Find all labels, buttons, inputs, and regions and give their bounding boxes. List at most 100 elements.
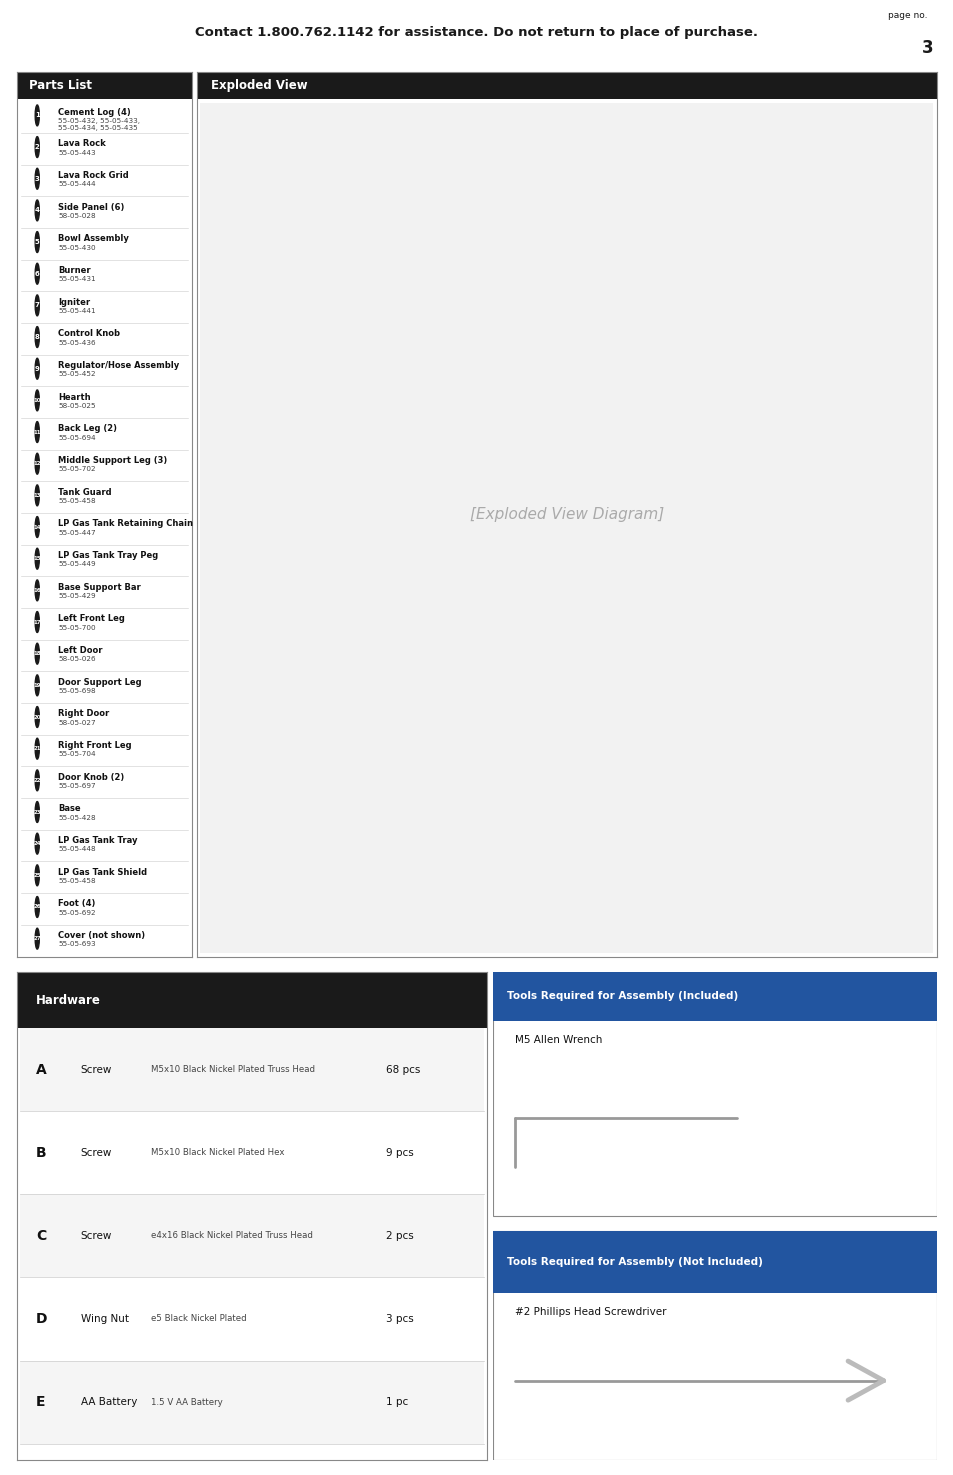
- Text: e5 Black Nickel Plated: e5 Black Nickel Plated: [151, 1314, 246, 1323]
- FancyBboxPatch shape: [17, 972, 486, 1028]
- Text: Screw: Screw: [80, 1065, 112, 1075]
- Text: AA Battery: AA Battery: [80, 1397, 137, 1407]
- Text: 55-05-430: 55-05-430: [58, 245, 95, 251]
- Text: Contact 1.800.762.1142 for assistance. Do not return to place of purchase.: Contact 1.800.762.1142 for assistance. D…: [195, 25, 758, 38]
- Text: Exploded View: Exploded View: [212, 80, 308, 91]
- Text: Cement Log (4): Cement Log (4): [58, 108, 131, 117]
- Circle shape: [35, 707, 39, 727]
- Text: M5x10 Black Nickel Plated Hex: M5x10 Black Nickel Plated Hex: [151, 1149, 284, 1158]
- Circle shape: [35, 897, 39, 917]
- Text: Lava Rock Grid: Lava Rock Grid: [58, 171, 129, 180]
- Text: B: B: [36, 1146, 47, 1159]
- Text: 24: 24: [33, 841, 41, 847]
- FancyBboxPatch shape: [19, 1028, 484, 1111]
- Text: 55-05-436: 55-05-436: [58, 339, 95, 345]
- Text: Control Knob: Control Knob: [58, 329, 120, 338]
- Text: Door Knob (2): Door Knob (2): [58, 773, 124, 782]
- Text: 2: 2: [35, 145, 40, 150]
- Text: 6: 6: [35, 271, 40, 277]
- Text: Screw: Screw: [80, 1232, 112, 1240]
- Text: 27: 27: [33, 937, 41, 941]
- Text: Lava Rock: Lava Rock: [58, 140, 106, 149]
- Text: Hardware: Hardware: [36, 994, 101, 1006]
- Circle shape: [35, 643, 39, 664]
- Text: Parts List: Parts List: [30, 80, 92, 91]
- Text: 12: 12: [33, 462, 41, 466]
- Text: 13: 13: [33, 493, 41, 499]
- Text: 55-05-694: 55-05-694: [58, 435, 95, 441]
- Text: 55-05-700: 55-05-700: [58, 625, 95, 631]
- Text: M5 Allen Wrench: M5 Allen Wrench: [515, 1035, 602, 1046]
- Circle shape: [35, 422, 39, 442]
- FancyBboxPatch shape: [493, 1230, 936, 1292]
- Text: Base: Base: [58, 804, 81, 813]
- Text: e4x16 Black Nickel Plated Truss Head: e4x16 Black Nickel Plated Truss Head: [151, 1232, 313, 1240]
- Text: D: D: [36, 1311, 48, 1326]
- Text: Wing Nut: Wing Nut: [80, 1314, 129, 1325]
- Text: 55-05-458: 55-05-458: [58, 878, 95, 884]
- Text: 3: 3: [34, 176, 40, 181]
- Circle shape: [35, 928, 39, 948]
- Text: 55-05-704: 55-05-704: [58, 751, 95, 757]
- Circle shape: [35, 770, 39, 791]
- FancyBboxPatch shape: [19, 1360, 484, 1444]
- Text: A: A: [36, 1062, 47, 1077]
- Text: C: C: [36, 1229, 46, 1243]
- Text: Foot (4): Foot (4): [58, 900, 95, 909]
- Text: 55-05-697: 55-05-697: [58, 783, 95, 789]
- Text: 9: 9: [34, 366, 40, 372]
- Text: 22: 22: [33, 777, 41, 783]
- Text: Tank Guard: Tank Guard: [58, 488, 112, 497]
- Text: 19: 19: [33, 683, 41, 687]
- FancyBboxPatch shape: [493, 972, 936, 1021]
- Text: 5: 5: [35, 239, 40, 245]
- Circle shape: [35, 549, 39, 569]
- Text: 55-05-429: 55-05-429: [58, 593, 95, 599]
- Text: 2 pcs: 2 pcs: [385, 1232, 413, 1240]
- Text: 9 pcs: 9 pcs: [385, 1148, 413, 1158]
- Text: Door Support Leg: Door Support Leg: [58, 677, 142, 687]
- Text: Regulator/Hose Assembly: Regulator/Hose Assembly: [58, 361, 179, 370]
- Text: 55-05-447: 55-05-447: [58, 530, 95, 535]
- Text: LP Gas Tank Tray Peg: LP Gas Tank Tray Peg: [58, 552, 158, 560]
- Text: 55-05-702: 55-05-702: [58, 466, 95, 472]
- Text: Hearth: Hearth: [58, 392, 91, 401]
- Circle shape: [35, 580, 39, 600]
- Text: Screw: Screw: [80, 1148, 112, 1158]
- Text: Right Door: Right Door: [58, 709, 110, 718]
- Text: 55-05-452: 55-05-452: [58, 372, 95, 378]
- Text: 1.5 V AA Battery: 1.5 V AA Battery: [151, 1398, 222, 1407]
- Text: 15: 15: [33, 556, 41, 560]
- Text: 8: 8: [34, 333, 40, 341]
- Text: LP Gas Tank Tray: LP Gas Tank Tray: [58, 836, 137, 845]
- Text: 58-05-025: 58-05-025: [58, 403, 95, 409]
- Text: Cover (not shown): Cover (not shown): [58, 931, 145, 940]
- FancyBboxPatch shape: [493, 1230, 936, 1460]
- Text: page no.: page no.: [887, 10, 926, 21]
- Text: Left Door: Left Door: [58, 646, 103, 655]
- Text: 55-05-458: 55-05-458: [58, 499, 95, 504]
- Text: 58-05-027: 58-05-027: [58, 720, 95, 726]
- Text: E: E: [36, 1395, 46, 1409]
- Text: Middle Support Leg (3): Middle Support Leg (3): [58, 456, 168, 465]
- Circle shape: [35, 232, 39, 252]
- Circle shape: [35, 201, 39, 221]
- Text: 68 pcs: 68 pcs: [385, 1065, 419, 1075]
- Text: 55-05-431: 55-05-431: [58, 276, 95, 282]
- Text: Back Leg (2): Back Leg (2): [58, 425, 117, 434]
- Text: Side Panel (6): Side Panel (6): [58, 202, 125, 212]
- Circle shape: [35, 485, 39, 506]
- Text: 18: 18: [33, 650, 41, 656]
- Text: 55-05-441: 55-05-441: [58, 308, 95, 314]
- Text: Bowl Assembly: Bowl Assembly: [58, 235, 129, 243]
- Circle shape: [35, 738, 39, 760]
- FancyBboxPatch shape: [200, 103, 932, 953]
- Text: 58-05-028: 58-05-028: [58, 212, 95, 220]
- FancyBboxPatch shape: [19, 1195, 484, 1277]
- FancyBboxPatch shape: [196, 72, 936, 99]
- Text: 16: 16: [33, 589, 41, 593]
- Text: LP Gas Tank Retaining Chain: LP Gas Tank Retaining Chain: [58, 519, 193, 528]
- Circle shape: [35, 137, 39, 158]
- Text: 20: 20: [33, 714, 41, 720]
- Text: Base Support Bar: Base Support Bar: [58, 583, 141, 591]
